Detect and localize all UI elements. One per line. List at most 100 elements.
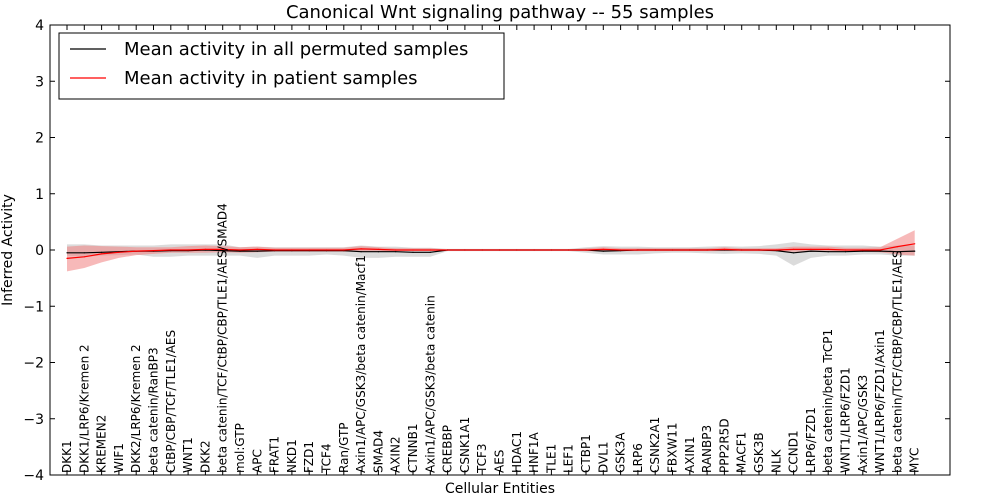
category-label: CtBP/CBP/TCF/TLE1/AES xyxy=(164,330,178,473)
point-series-1-35 xyxy=(671,249,674,251)
category-label: beta catenin/TCF/CtBP/CBP/TLE1/AES xyxy=(890,250,904,473)
point-series-0-10 xyxy=(239,250,241,252)
x-axis-ticks xyxy=(66,25,916,475)
x-axis-title: Cellular Entities xyxy=(445,481,555,497)
point-series-1-9 xyxy=(222,248,224,250)
y-tick-label: 3 xyxy=(35,74,44,90)
point-series-1-31 xyxy=(602,248,604,250)
point-series-1-43 xyxy=(810,248,812,250)
point-series-1-15 xyxy=(325,249,328,251)
category-label: APC xyxy=(250,449,264,473)
y-tick-label: 2 xyxy=(35,131,44,147)
category-label: MACF1 xyxy=(735,432,749,473)
category-label: DVL1 xyxy=(596,441,610,473)
category-label: WIF1 xyxy=(112,443,126,473)
series-lines xyxy=(66,243,916,259)
point-series-1-49 xyxy=(914,243,916,245)
point-series-1-5 xyxy=(152,250,155,252)
category-label: LEF1 xyxy=(562,444,576,473)
point-series-0-48 xyxy=(896,251,899,253)
point-series-1-18 xyxy=(377,248,379,250)
category-label: CTBP1 xyxy=(579,434,593,473)
point-series-1-38 xyxy=(723,248,726,250)
category-label: DKK2/LRP6/Kremen 2 xyxy=(129,344,143,473)
point-series-1-24 xyxy=(481,249,483,251)
point-series-1-1 xyxy=(83,256,85,258)
point-series-0-18 xyxy=(377,251,379,253)
category-label: TCF3 xyxy=(475,443,489,474)
point-series-0-45 xyxy=(844,251,847,253)
point-series-1-39 xyxy=(741,249,743,251)
point-series-1-11 xyxy=(256,248,258,250)
point-series-0-46 xyxy=(862,250,864,252)
point-series-1-45 xyxy=(844,249,847,251)
y-axis-title: Inferred Activity xyxy=(0,194,16,306)
category-label: CREBBP xyxy=(441,425,455,473)
category-label: AXIN1 xyxy=(683,436,697,473)
point-series-0-17 xyxy=(360,251,362,253)
legend: Mean activity in all permuted samples Me… xyxy=(58,32,505,100)
point-series-1-28 xyxy=(550,249,553,251)
point-series-1-26 xyxy=(516,249,518,251)
point-series-0-0 xyxy=(66,252,68,254)
category-label: WNT1 xyxy=(181,437,195,473)
point-series-1-3 xyxy=(118,251,120,253)
y-tick-label: 4 xyxy=(35,18,44,34)
category-label: mol:GTP xyxy=(233,423,247,473)
category-label: Axin1/APC/GSK3/beta catenin xyxy=(423,295,437,473)
point-series-1-10 xyxy=(239,249,241,251)
point-series-1-32 xyxy=(620,249,622,251)
point-series-0-1 xyxy=(83,252,85,254)
point-series-1-4 xyxy=(135,250,137,252)
point-series-0-42 xyxy=(793,252,795,254)
category-label: DKK1 xyxy=(60,440,74,473)
point-series-1-20 xyxy=(412,249,414,251)
y-axis-ticks: −4 −3 −2 −1 0 1 2 3 4 xyxy=(23,18,950,484)
point-series-1-40 xyxy=(758,249,760,251)
category-label: KREMEN2 xyxy=(95,415,109,473)
category-label: CSNK1A1 xyxy=(458,417,472,473)
point-series-1-12 xyxy=(274,249,276,251)
legend-box xyxy=(58,32,505,100)
y-tick-label: −1 xyxy=(23,299,44,315)
chart-title: Canonical Wnt signaling pathway -- 55 sa… xyxy=(286,2,714,23)
legend-label-permuted: Mean activity in all permuted samples xyxy=(124,39,468,60)
category-label: beta catenin/TCF/CtBP/CBP/TLE1/AES/SMAD4 xyxy=(216,203,230,473)
point-series-1-13 xyxy=(291,249,293,251)
point-series-1-42 xyxy=(793,248,795,250)
category-label: LRP6/FZD1 xyxy=(804,407,818,473)
legend-label-patient: Mean activity in patient samples xyxy=(124,68,418,89)
category-label: CTNNB1 xyxy=(406,423,420,473)
band-series-0 xyxy=(67,242,915,266)
category-label: DKK1/LRP6/Kremen 2 xyxy=(77,344,91,473)
category-label: MYC xyxy=(908,448,922,473)
point-series-1-2 xyxy=(101,253,103,255)
point-series-0-43 xyxy=(810,250,812,252)
point-series-0-9 xyxy=(222,250,224,252)
category-label: CSNK2A1 xyxy=(648,417,662,473)
point-series-0-19 xyxy=(395,251,397,253)
point-series-1-34 xyxy=(654,249,656,251)
point-series-1-37 xyxy=(706,249,708,251)
point-series-0-20 xyxy=(412,251,414,253)
y-tick-label: −4 xyxy=(23,468,44,484)
point-series-0-44 xyxy=(827,251,829,253)
category-label: GSK3A xyxy=(614,432,628,473)
point-series-0-49 xyxy=(914,250,916,252)
point-series-1-46 xyxy=(862,249,864,251)
point-series-1-36 xyxy=(689,249,691,251)
point-series-1-29 xyxy=(568,249,570,251)
category-label: HDAC1 xyxy=(510,431,524,473)
category-label: LRP6 xyxy=(631,443,645,473)
category-label: RANBP3 xyxy=(700,425,714,473)
point-series-1-8 xyxy=(204,248,206,250)
category-label: NLK xyxy=(769,448,783,473)
y-tick-label: 0 xyxy=(35,243,44,259)
point-series-1-44 xyxy=(827,248,829,250)
point-series-1-47 xyxy=(879,249,881,251)
point-series-0-2 xyxy=(101,251,103,253)
category-label: DKK2 xyxy=(198,440,212,473)
point-series-1-16 xyxy=(343,249,345,251)
category-label: Ran/GTP xyxy=(337,422,351,473)
